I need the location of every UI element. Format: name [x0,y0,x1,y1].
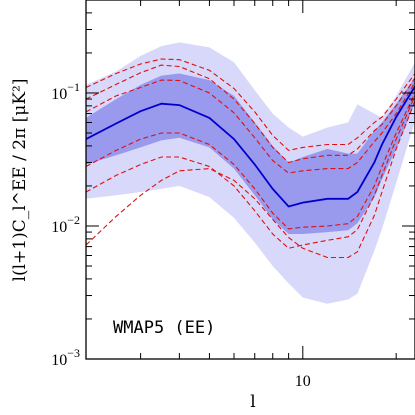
line-dashed-inner-upper [86,79,415,174]
y-tick-label: 10−1 [51,80,80,103]
line-dashed-outer-upper [86,58,415,151]
line-dashed-mid-lower [86,95,415,249]
line-median [86,85,415,208]
y-tick-label: 10−2 [51,213,80,236]
line-dashed-mid-upper [86,64,415,164]
y-axis-label: l(l+1)C_l^EE / 2π [μK²] [10,79,30,282]
confidence-bands [86,42,415,304]
band-68-band [86,73,415,234]
chart-annotation: WMAP5 (EE) [113,318,215,338]
tick-labels: 10−1 10−2 10−3 10 [51,80,311,390]
x-axis-label: l [250,392,255,412]
series-lines [86,58,415,259]
y-tick-label: 10−3 [51,346,80,369]
line-dashed-outer-lower [86,100,415,259]
plot-frame [85,0,415,360]
axis-ticks [85,0,415,360]
x-tick-label: 10 [295,373,311,390]
